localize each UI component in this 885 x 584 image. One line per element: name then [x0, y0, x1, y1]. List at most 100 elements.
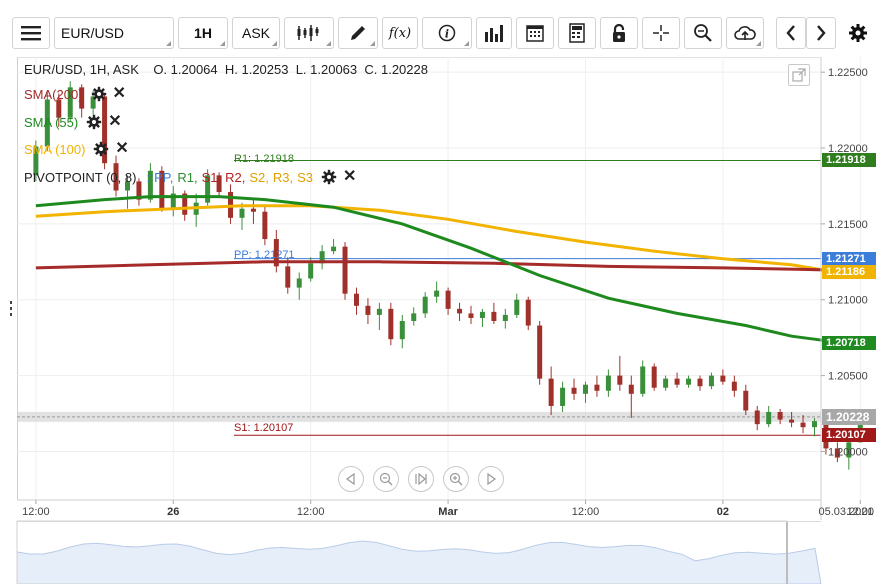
timeframe-selector[interactable]: 1H	[178, 17, 228, 49]
candle	[457, 302, 463, 321]
candle-body	[491, 311, 497, 321]
candle	[594, 375, 600, 397]
scroll-forward-button[interactable]	[478, 466, 504, 492]
candle-body	[422, 296, 428, 314]
price-type-label: ASK	[241, 25, 270, 41]
calculator-button[interactable]	[558, 17, 596, 49]
triangle-left-icon	[345, 473, 355, 485]
overview-panel[interactable]	[17, 521, 821, 584]
close-icon[interactable]: ✕	[115, 140, 129, 157]
candle-body	[686, 378, 692, 385]
candle	[331, 239, 337, 255]
candle	[411, 307, 417, 326]
candle	[342, 242, 348, 300]
candle-body	[777, 412, 783, 420]
candle-body	[754, 410, 760, 425]
candle	[617, 355, 623, 391]
zoom-controls	[338, 466, 504, 492]
candle-body	[617, 375, 623, 385]
candle	[628, 375, 634, 419]
chevron-left-icon	[786, 25, 795, 41]
reset-view-button[interactable]	[408, 466, 434, 492]
candle-body	[846, 442, 852, 458]
settings-button[interactable]	[842, 17, 874, 49]
candle-body	[182, 193, 188, 215]
sma200-label: SMA(200)	[24, 86, 83, 102]
gear-icon[interactable]	[93, 141, 109, 157]
gear-icon[interactable]	[86, 114, 102, 130]
candle-body	[262, 211, 268, 240]
scroll-right-button[interactable]	[806, 17, 836, 49]
info-button[interactable]: i	[422, 17, 472, 49]
share-button[interactable]	[726, 17, 764, 49]
scroll-back-button[interactable]	[338, 466, 364, 492]
sma-lines	[35, 195, 861, 344]
candle-body	[560, 387, 566, 406]
lock-button[interactable]	[600, 17, 638, 49]
price-tag: 1.20107	[822, 428, 876, 443]
y-tick-label: 1.22500	[828, 67, 868, 79]
candle	[811, 418, 817, 437]
price-type-selector[interactable]: ASK	[232, 17, 280, 49]
drag-handle-icon[interactable]	[8, 300, 14, 318]
close-icon[interactable]: ✕	[343, 168, 357, 185]
close-icon[interactable]: ✕	[112, 85, 126, 102]
indicator-button[interactable]: f(x)	[382, 17, 418, 49]
candle-body	[708, 375, 714, 387]
candle	[113, 155, 119, 197]
candle-body	[90, 96, 96, 109]
zoom-in-button[interactable]	[443, 466, 469, 492]
candle-body	[411, 313, 417, 321]
y-tick-label: 1.21000	[828, 295, 868, 307]
candle	[262, 205, 268, 246]
candle-body	[102, 96, 108, 164]
candle	[686, 375, 692, 388]
candle	[605, 369, 611, 397]
symbol-selector[interactable]: EUR/USD	[54, 17, 174, 49]
close-icon[interactable]: ✕	[108, 113, 122, 130]
candle	[273, 229, 279, 273]
gear-icon[interactable]	[321, 169, 337, 185]
zoom-out-button[interactable]	[373, 466, 399, 492]
candle-body	[537, 325, 543, 379]
volume-button[interactable]	[476, 17, 512, 49]
dropdown-corner-icon	[272, 41, 277, 46]
calendar-button[interactable]	[516, 17, 554, 49]
menu-button[interactable]	[12, 17, 50, 49]
candle-body	[502, 314, 508, 321]
candle	[422, 292, 428, 318]
scroll-left-button[interactable]	[776, 17, 806, 49]
chart-type-button[interactable]	[284, 17, 334, 49]
candle	[296, 272, 302, 300]
ohlc-text: EUR/USD, 1H, ASK O. 1.20064 H. 1.20253 L…	[24, 62, 428, 77]
sma100-line	[35, 204, 838, 274]
candle	[651, 363, 657, 391]
function-icon: f(x)	[388, 25, 412, 41]
candle	[834, 442, 840, 463]
candle-body	[353, 293, 359, 306]
expand-chart-button[interactable]	[788, 64, 810, 86]
candle	[285, 257, 291, 294]
candle-body	[113, 163, 119, 191]
candlestick-icon	[297, 25, 319, 41]
candle	[525, 296, 531, 331]
candle	[33, 140, 39, 182]
candle-body	[766, 412, 772, 425]
calculator-icon	[569, 23, 585, 43]
candle-body	[479, 311, 485, 318]
candle-body	[285, 266, 291, 288]
pencil-draw-icon	[351, 26, 365, 40]
gear-icon[interactable]	[91, 86, 107, 102]
price-axis: 1.22500 1.22000 1.21500 1.21000 1.20500 1.200…	[820, 57, 868, 520]
candle	[445, 287, 451, 315]
zoom-button[interactable]	[684, 17, 722, 49]
candle-body	[697, 378, 703, 387]
candle	[159, 166, 165, 212]
candle-body	[56, 99, 62, 118]
crosshair-button[interactable]	[642, 17, 680, 49]
chart-area[interactable]	[17, 57, 821, 500]
draw-tool-button[interactable]	[338, 17, 378, 49]
candle-body	[800, 422, 806, 428]
pivot-item-label: S2,	[249, 169, 269, 185]
